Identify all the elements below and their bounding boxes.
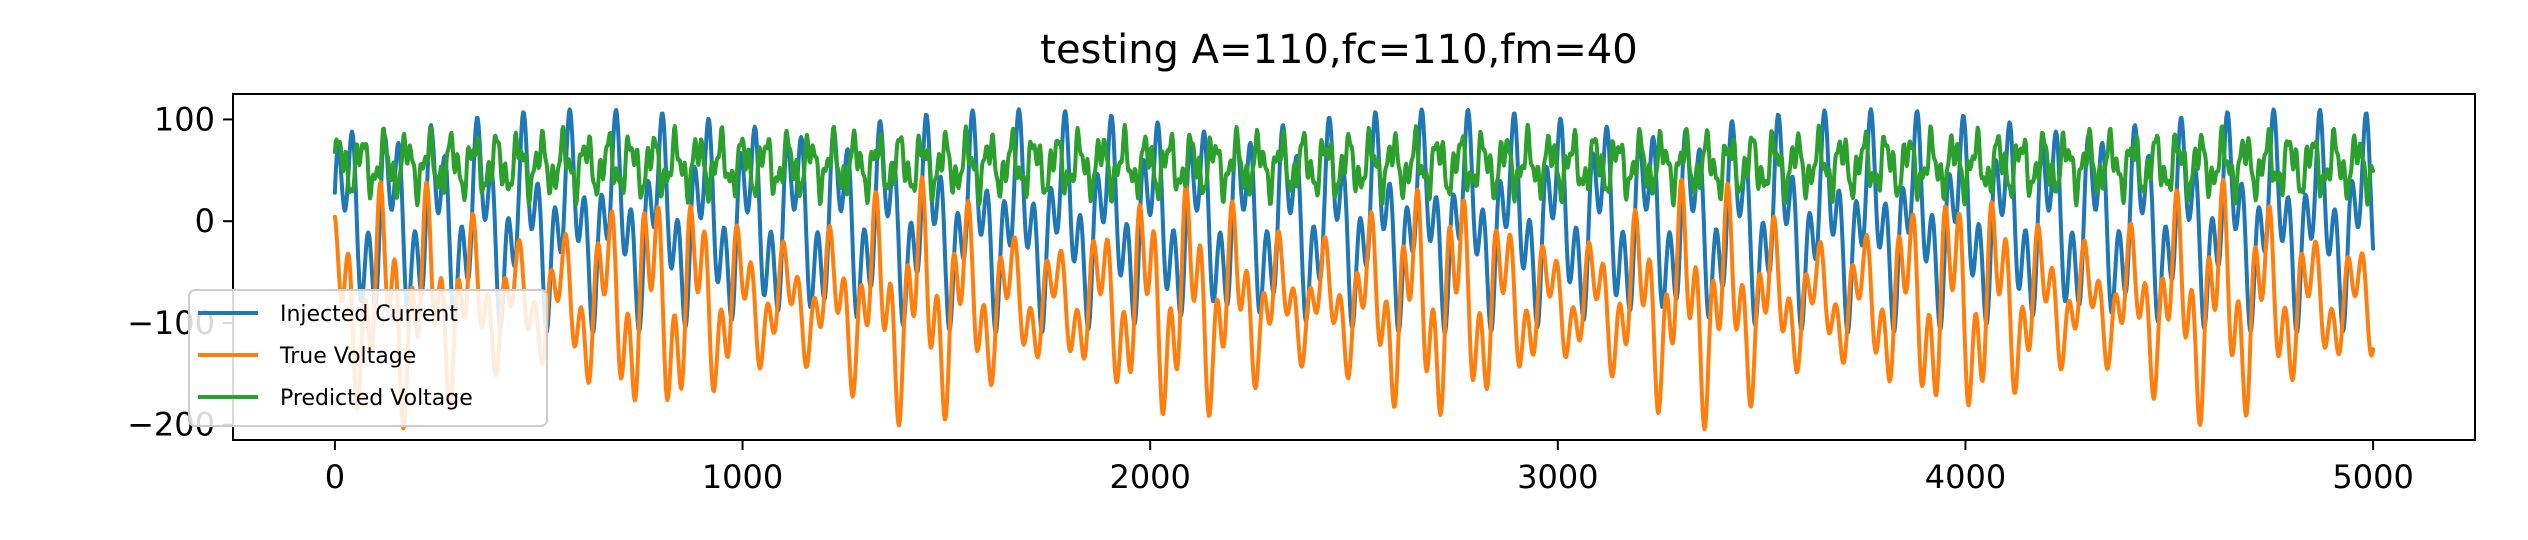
y-tick-label: 100 (154, 100, 215, 138)
x-tick-label: 1000 (702, 458, 783, 496)
series-line-3 (332, 122, 2376, 208)
series-line-2 (332, 175, 2376, 432)
x-tick-label: 2000 (1109, 458, 1190, 496)
x-axis-ticks: 0 1000 2000 3000 4000 5000 (325, 440, 2414, 496)
axes-frame (232, 93, 2476, 441)
chart-title: testing A=110,fc=110,fm=40 (1040, 27, 1637, 73)
legend-label-2: True Voltage (279, 344, 416, 369)
x-tick-label: 5000 (2332, 458, 2413, 496)
x-tick-label: 4000 (1925, 458, 2006, 496)
legend-label-3: Predicted Voltage (280, 386, 473, 411)
plot-lines (332, 107, 2376, 432)
legend-label-1: Injected Current (280, 302, 458, 327)
legend-box (188, 289, 548, 427)
y-tick-label: 0 (195, 202, 215, 240)
x-tick-label: 0 (325, 458, 345, 496)
legend: Injected Current True Voltage Predicted Vo… (188, 289, 548, 427)
x-tick-label: 3000 (1517, 458, 1598, 496)
